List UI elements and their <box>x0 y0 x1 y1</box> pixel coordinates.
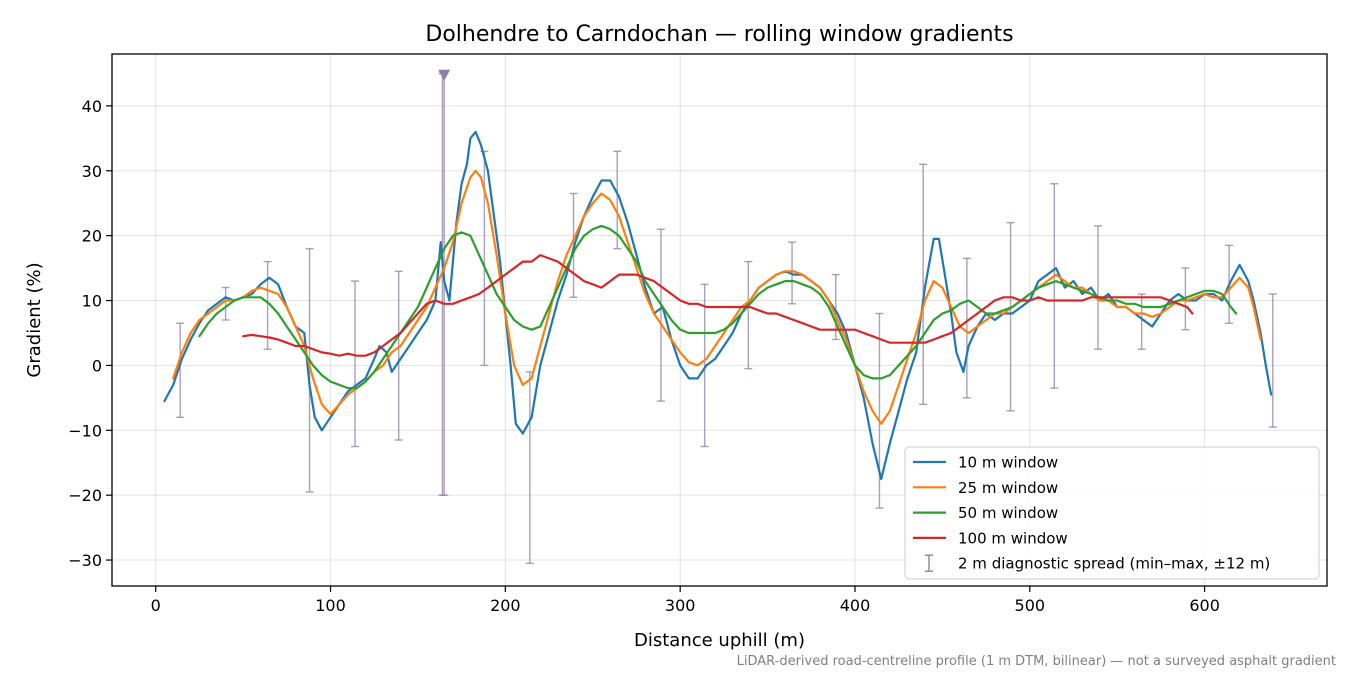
spread-bar <box>263 260 272 350</box>
x-axis-ticks: 0 100 200 300 400 500 600 <box>151 586 1220 615</box>
y-tick-label: −30 <box>68 551 102 570</box>
spread-bar <box>656 228 665 402</box>
x-tick-label: 200 <box>490 596 521 615</box>
series-line <box>163 130 1273 481</box>
y-tick-label: −20 <box>68 486 102 505</box>
spread-bar <box>919 163 928 406</box>
spread-bar <box>700 283 709 448</box>
plot-frame <box>111 53 1328 587</box>
legend-label: 10 m window <box>958 454 1058 472</box>
y-axis-ticks: −30 −20 −10 0 10 20 30 40 <box>68 97 112 570</box>
spread-bar <box>1006 221 1015 412</box>
spread-bar <box>176 322 185 419</box>
footnote: LiDAR-derived road-centreline profile (1… <box>737 654 1336 669</box>
spread-bar <box>525 371 534 564</box>
legend-box <box>904 446 1320 580</box>
spread-bar <box>221 286 230 321</box>
spread-bar <box>1137 293 1146 350</box>
spread-bar <box>962 257 971 399</box>
spread-bar <box>305 247 314 493</box>
y-tick-label: 10 <box>82 292 102 311</box>
x-tick-label: 600 <box>1189 596 1220 615</box>
spread-bar <box>744 260 753 370</box>
legend-label: 100 m window <box>958 529 1068 547</box>
chart-title: Dolhendre to Carndochan — rolling window… <box>425 22 1013 47</box>
spread-bar <box>1268 293 1277 428</box>
legend-label: 2 m diagnostic spread (min–max, ±12 m) <box>958 555 1270 573</box>
legend-label: 25 m window <box>958 479 1058 497</box>
series-line <box>242 254 1194 357</box>
grid <box>112 54 1327 586</box>
clip-marker <box>438 69 451 81</box>
x-tick-label: 500 <box>1015 596 1046 615</box>
series-lines <box>163 130 1273 481</box>
x-tick-label: 300 <box>665 596 696 615</box>
legend: 10 m window 25 m window 50 m window 100 m w… <box>904 446 1320 580</box>
spread-bar <box>394 270 403 441</box>
clip-markers <box>438 69 451 81</box>
legend-label: 50 m window <box>958 504 1058 522</box>
spread-bar <box>351 280 359 448</box>
y-tick-label: 30 <box>82 162 102 181</box>
spread-bar <box>1093 225 1102 350</box>
x-axis-label: Distance uphill (m) <box>634 630 805 651</box>
y-tick-label: 0 <box>92 356 102 375</box>
legend-swatch <box>925 554 933 572</box>
spread-bar <box>613 150 622 250</box>
x-tick-label: 400 <box>840 596 871 615</box>
x-tick-label: 100 <box>315 596 346 615</box>
y-tick-label: 20 <box>82 227 102 246</box>
series-line <box>198 224 1238 390</box>
y-tick-label: −10 <box>68 421 102 440</box>
spread-bar <box>1050 183 1059 389</box>
x-tick-label: 0 <box>151 596 161 615</box>
y-axis-label: Gradient (%) <box>24 262 45 377</box>
y-tick-label: 40 <box>82 97 102 116</box>
